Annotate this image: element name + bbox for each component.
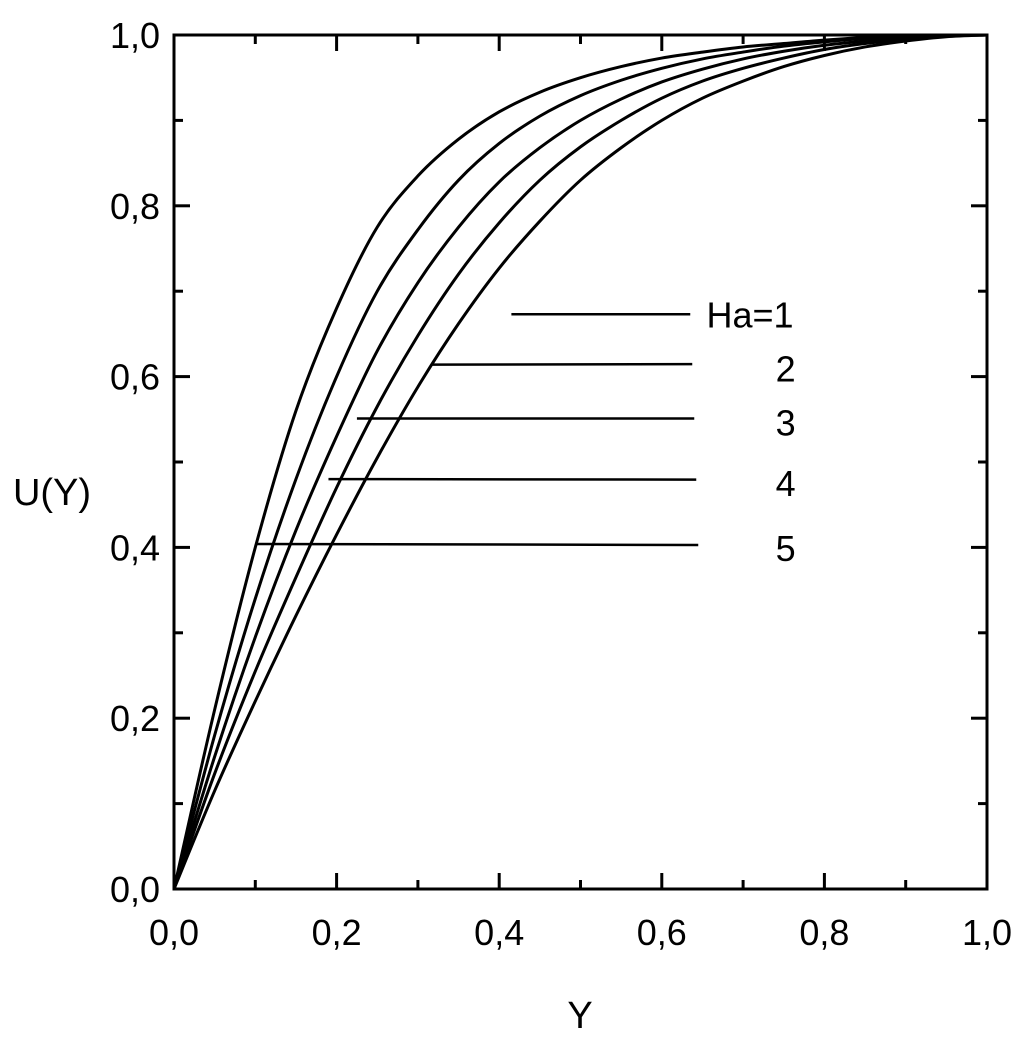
x-tick-label: 1,0 [962, 912, 1012, 953]
series-line-2 [172, 33, 988, 890]
series-line-3 [172, 33, 988, 890]
series-curves [172, 33, 988, 890]
series-leader-line [328, 477, 697, 481]
y-axis-label: U(Y) [13, 472, 91, 514]
axis-ticks [172, 33, 989, 891]
series-label: 4 [776, 463, 796, 504]
tick-labels: 0,0 0,2 0,4 0,6 0,8 1,0 0,0 0,2 0,4 0,6 0,8 1,0 [110, 15, 1012, 953]
x-tick-label: 0,8 [799, 912, 849, 953]
plot-frame [172, 33, 989, 891]
series-leader-line [432, 362, 693, 366]
y-tick-label: 0,0 [110, 869, 160, 910]
series-label: 2 [776, 349, 796, 390]
y-tick-label: 1,0 [110, 15, 160, 56]
y-tick-label: 0,2 [110, 698, 160, 739]
y-tick-label: 0,4 [110, 527, 160, 568]
series-label: 3 [776, 402, 796, 443]
series-line-4 [172, 33, 988, 890]
series-label: 5 [776, 528, 796, 569]
x-tick-label: 0,0 [149, 912, 199, 953]
x-tick-label: 0,4 [474, 912, 524, 953]
y-tick-label: 0,8 [110, 186, 160, 227]
x-tick-label: 0,6 [637, 912, 687, 953]
series-leaders: Ha=1 2 3 4 5 [255, 294, 796, 569]
series-leader-line [255, 542, 699, 547]
series-line-5 [172, 33, 988, 890]
series-line-1 [172, 33, 988, 890]
x-tick-label: 0,2 [312, 912, 362, 953]
x-axis-label: Y [567, 995, 592, 1037]
series-label: Ha=1 [707, 294, 794, 335]
y-tick-label: 0,6 [110, 357, 160, 398]
